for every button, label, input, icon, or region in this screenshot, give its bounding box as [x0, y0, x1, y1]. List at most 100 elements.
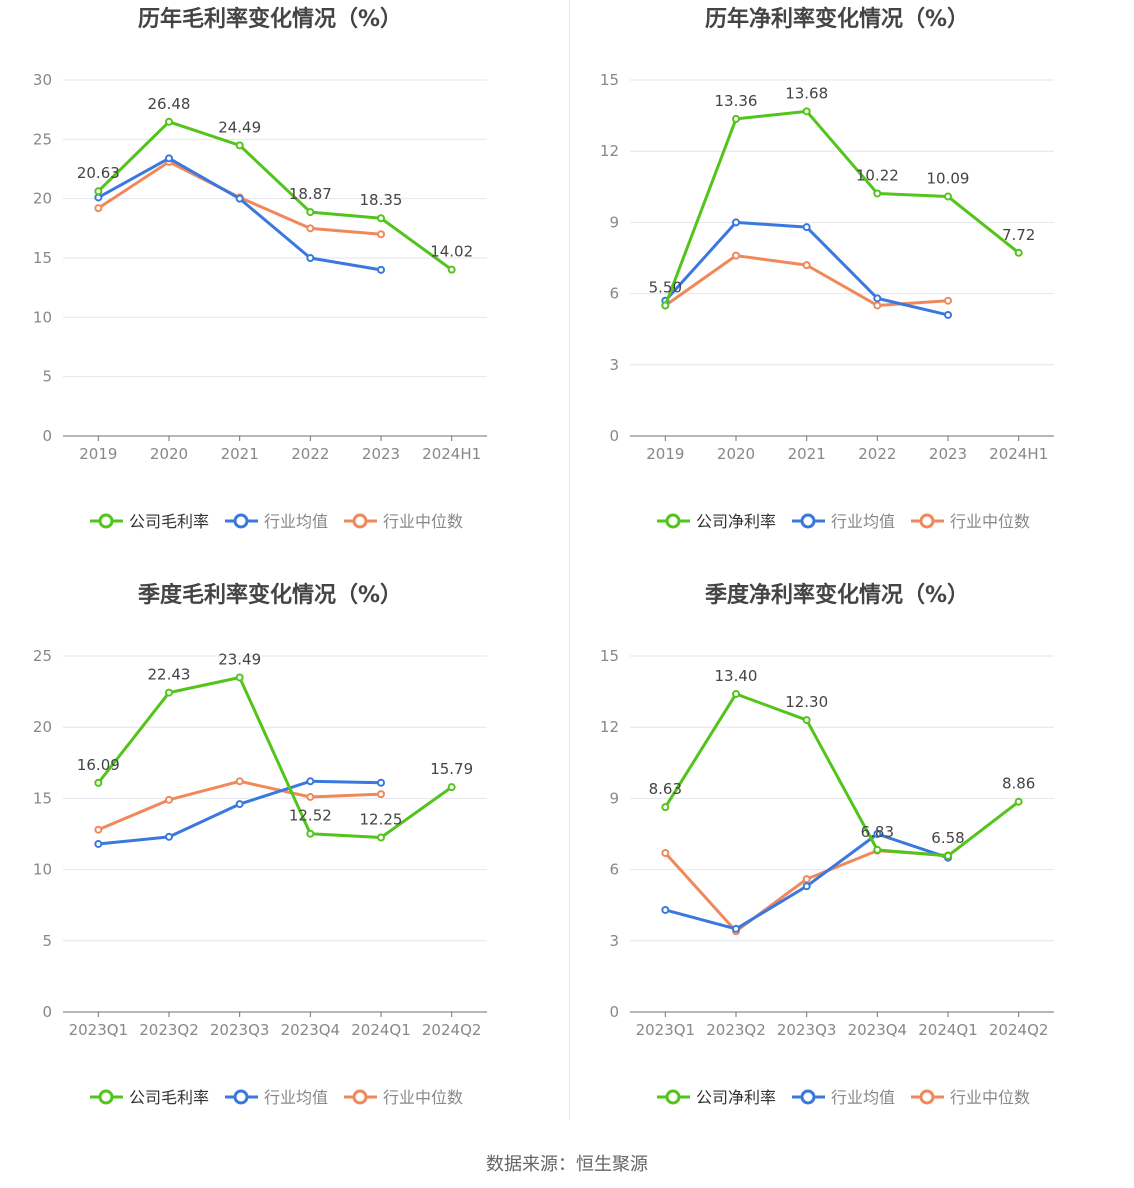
legend-label: 行业中位数: [950, 1088, 1030, 1107]
legend-label: 公司净利率: [696, 512, 776, 531]
data-point: [94, 778, 103, 787]
data-label: 26.48: [148, 95, 191, 113]
data-point: [306, 829, 315, 838]
x-tick-label: 2022: [858, 445, 896, 463]
data-point: [447, 265, 456, 274]
y-tick-label: 25: [33, 647, 52, 665]
legend-label: 行业均值: [831, 1088, 895, 1107]
legend-label: 行业均值: [264, 512, 328, 531]
series-line: [663, 109, 1020, 306]
legend-marker: [352, 1089, 368, 1105]
chart-title: 季度毛利率变化情况（%）: [138, 582, 402, 608]
legend-marker: [98, 1089, 114, 1105]
x-tick-label: 2023Q2: [139, 1021, 199, 1039]
x-tick-label: 2021: [788, 445, 826, 463]
data-label: 12.25: [360, 811, 403, 829]
y-tick-label: 25: [33, 130, 52, 148]
data-point: [732, 114, 740, 123]
x-tick-label: 2022: [291, 445, 329, 463]
data-point: [1014, 248, 1023, 257]
data-label: 10.09: [927, 170, 970, 188]
data-label: 8.86: [1002, 775, 1035, 793]
data-point: [873, 294, 882, 303]
y-tick-label: 9: [609, 213, 619, 231]
annual-gross-margin-chart: 历年毛利率变化情况（%） 0 5 10 15 20 25 30 2019 2020 2021 2022…: [0, 0, 567, 576]
data-point: [94, 825, 103, 834]
quarterly-gross-margin-chart: 季度毛利率变化情况（%） 0 5 10 15 20 25 2023Q1 2023Q2 2023Q3…: [0, 576, 567, 1152]
y-tick-label: 10: [33, 861, 52, 879]
data-label: 12.52: [289, 807, 332, 825]
series-line: [664, 692, 1020, 858]
data-point: [165, 154, 173, 163]
y-tick-label: 10: [33, 308, 52, 326]
y-tick-label: 3: [609, 932, 619, 950]
data-point: [661, 803, 670, 812]
chart-canvas: 历年毛利率变化情况（%） 0 5 10 15 20 25 30 2019 2020 2021 2022…: [33, 6, 487, 531]
legend-label: 行业中位数: [383, 512, 463, 531]
data-label: 10.22: [856, 166, 899, 184]
legend-item: 行业均值: [225, 512, 328, 531]
data-point: [944, 192, 952, 201]
x-tick-label: 2023Q1: [69, 1021, 129, 1039]
x-tick-label: 2024Q2: [422, 1021, 482, 1039]
series-line: [97, 120, 453, 271]
data-point: [802, 716, 811, 725]
x-tick-label: 2024Q1: [918, 1021, 978, 1039]
legend-label: 行业中位数: [950, 512, 1030, 531]
data-point: [306, 777, 315, 786]
chart-canvas: 季度毛利率变化情况（%） 0 5 10 15 20 25 2023Q1 2023Q2 2023Q3…: [33, 582, 487, 1107]
data-point: [447, 783, 456, 792]
legend-item: 公司净利率: [657, 1088, 776, 1107]
data-point: [235, 194, 244, 203]
x-tick-label: 2021: [221, 445, 259, 463]
y-tick-label: 6: [609, 285, 619, 303]
data-point: [306, 792, 315, 801]
legend-label: 公司毛利率: [129, 512, 209, 531]
data-label: 20.63: [77, 164, 120, 182]
data-point: [165, 688, 173, 697]
data-point: [944, 296, 952, 305]
y-tick-label: 20: [33, 718, 52, 736]
legend-marker: [800, 1089, 816, 1105]
x-tick-label: 2023Q4: [281, 1021, 341, 1039]
legend-label: 行业中位数: [383, 1088, 463, 1107]
data-source: 数据来源：恒生聚源: [486, 1154, 648, 1175]
legend-marker: [919, 1089, 935, 1105]
data-point: [802, 107, 811, 116]
data-point: [94, 839, 103, 848]
data-point: [377, 214, 385, 223]
data-point: [165, 795, 173, 804]
legend-marker: [665, 1089, 681, 1105]
y-tick-label: 15: [33, 789, 52, 807]
data-point: [377, 790, 385, 799]
data-point: [732, 218, 740, 227]
x-tick-label: 2019: [646, 445, 684, 463]
legend-item: 公司毛利率: [90, 512, 209, 531]
legend-item: 行业均值: [792, 512, 895, 531]
x-tick-label: 2023: [929, 445, 967, 463]
data-point: [165, 117, 173, 126]
quarterly-net-margin-chart: 季度净利率变化情况（%） 0 3 6 9 12 15 2023Q1 2023Q2 2023Q3 20…: [567, 576, 1134, 1152]
y-tick-label: 20: [33, 190, 52, 208]
x-tick-label: 2024Q2: [989, 1021, 1049, 1039]
data-label: 22.43: [148, 666, 191, 684]
y-tick-label: 0: [42, 1003, 52, 1021]
data-point: [235, 800, 244, 809]
legend-marker: [665, 513, 681, 529]
legend-marker: [233, 1089, 249, 1105]
data-point: [306, 208, 315, 217]
data-label: 13.36: [715, 92, 758, 110]
data-label: 13.40: [715, 667, 758, 685]
x-tick-label: 2024H1: [422, 445, 481, 463]
data-label: 18.87: [289, 185, 332, 203]
data-label: 18.35: [360, 191, 403, 209]
legend-item: 行业中位数: [344, 512, 463, 531]
data-point: [306, 224, 315, 233]
data-label: 5.50: [649, 278, 682, 296]
data-point: [165, 832, 173, 841]
data-point: [377, 230, 385, 239]
legend-item: 公司净利率: [657, 512, 776, 531]
legend-marker: [352, 513, 368, 529]
chart-title: 历年毛利率变化情况（%）: [138, 6, 402, 32]
data-point: [732, 689, 740, 698]
